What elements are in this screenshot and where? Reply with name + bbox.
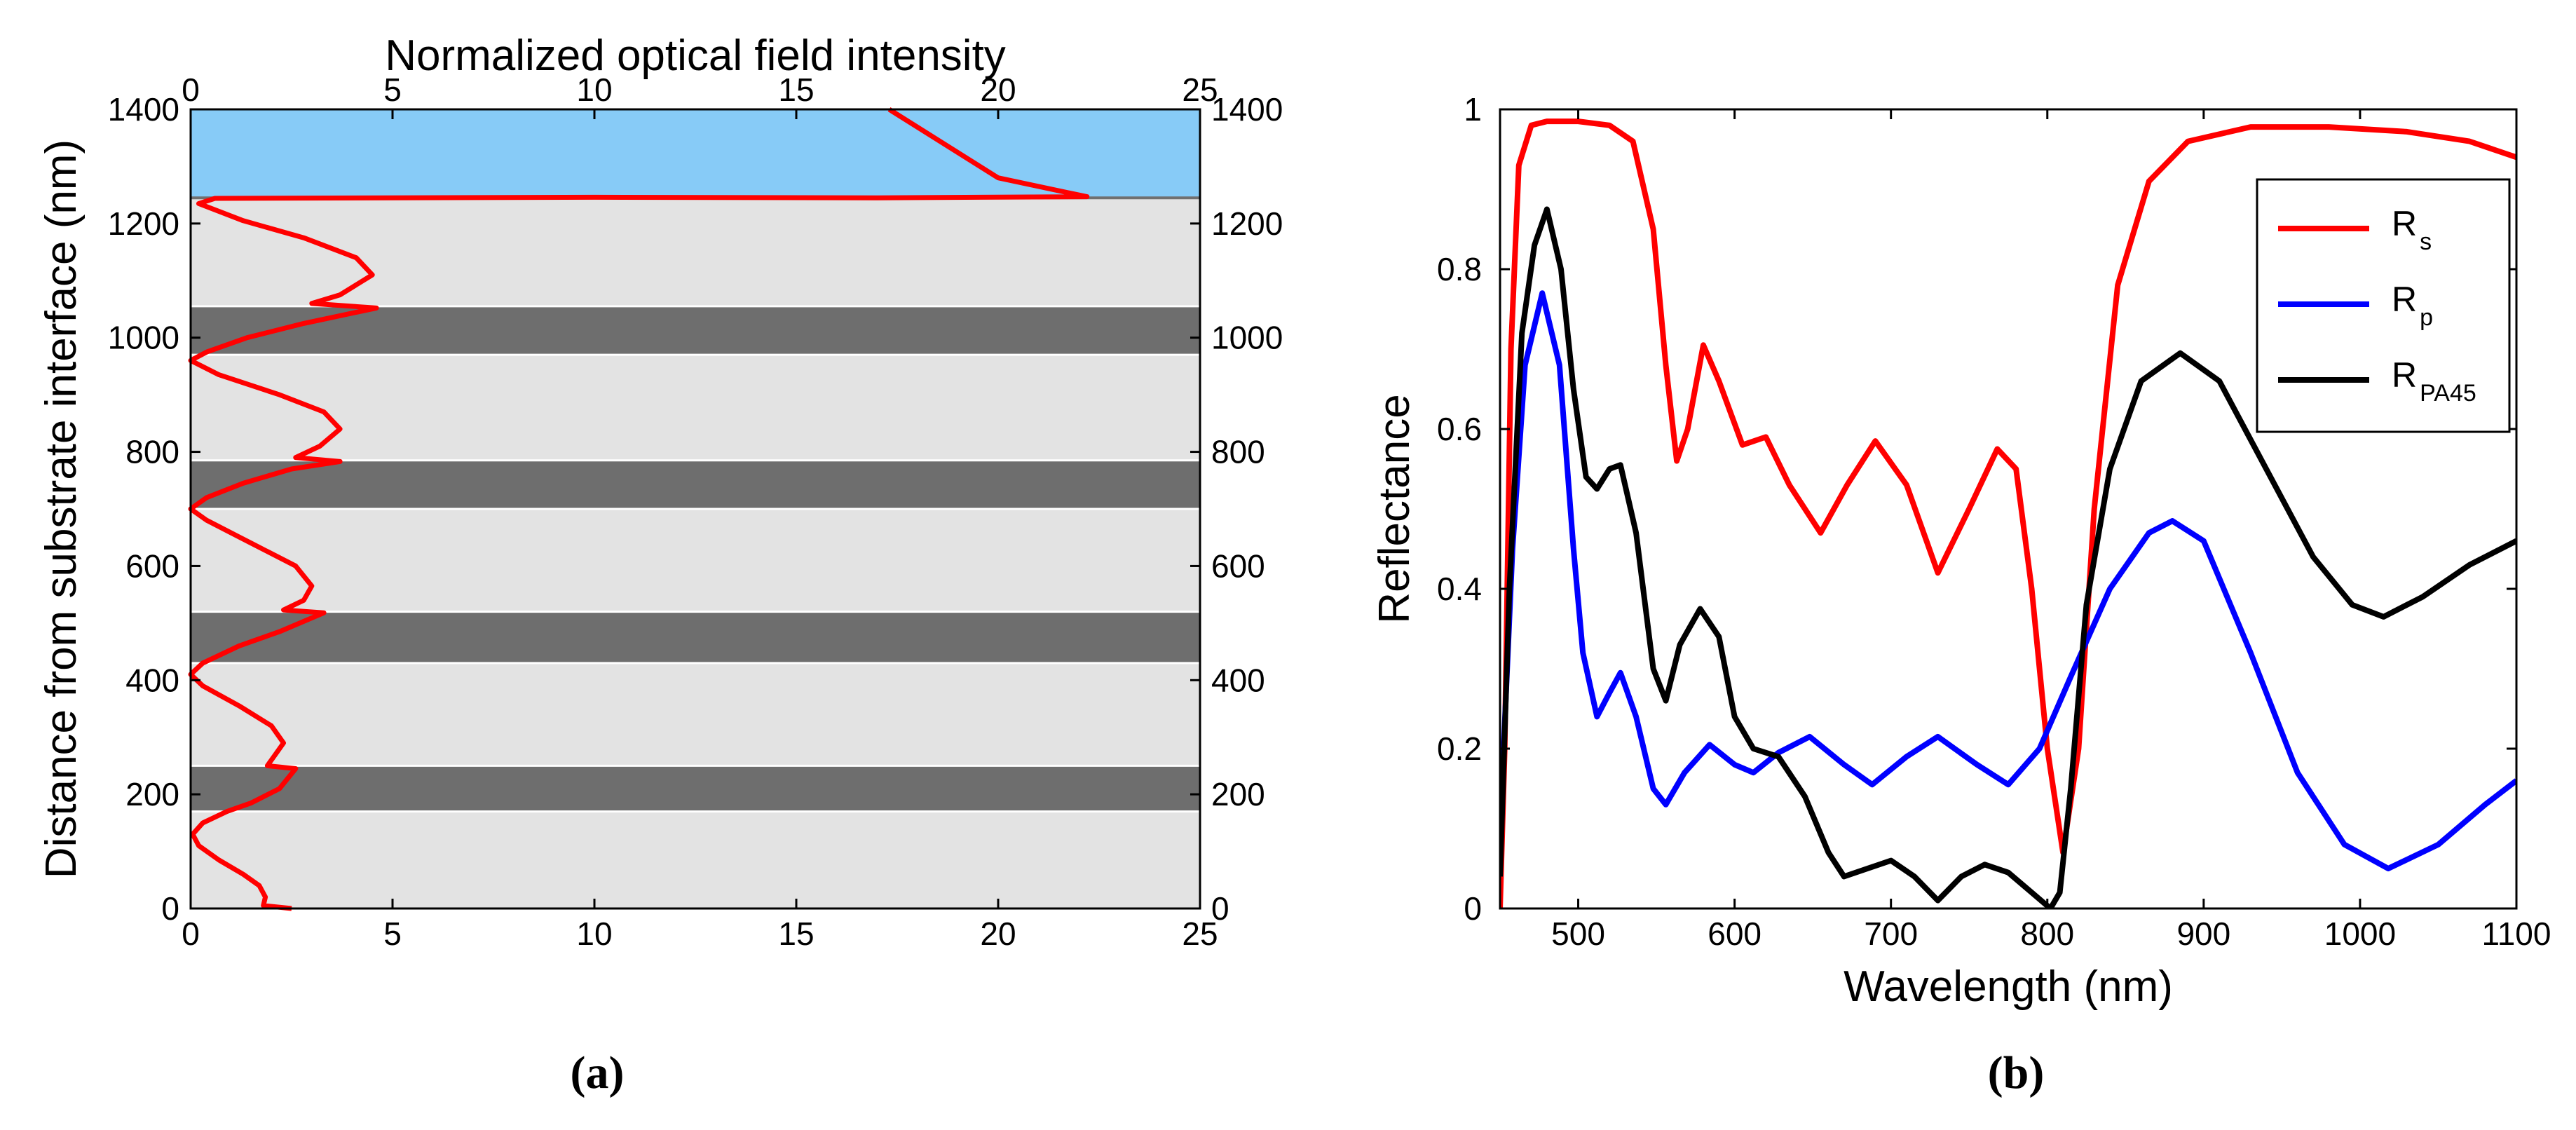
plot-area-a	[188, 107, 1090, 911]
y-tick-label-left: 400	[125, 662, 179, 698]
y-tick-label-right: 800	[1211, 434, 1265, 470]
axis-ticks-b: 500 600 700 800 900 1000 1100 0 0.2 0.4 0.6 0.8 1	[1437, 91, 2551, 952]
y-tick-label-b: 0.8	[1437, 251, 1482, 287]
y-tick-label-b: 0.4	[1437, 571, 1482, 607]
y-tick-label-right: 200	[1211, 776, 1265, 812]
y-tick-label-b: 1	[1464, 91, 1482, 128]
layer-high-1	[191, 765, 1200, 812]
layer-low-8	[191, 198, 1200, 306]
x-tick-label-bottom: 15	[778, 915, 814, 952]
y-tick-label-left: 0	[161, 890, 179, 927]
layer-high-3	[191, 611, 1200, 663]
x-tick-label-bottom: 5	[383, 915, 402, 952]
x-tick-label-top: 0	[182, 72, 200, 108]
y-tick-label-left: 1000	[108, 320, 179, 356]
y-tick-label-right: 1000	[1211, 320, 1283, 356]
x-tick-label-top: 15	[778, 72, 814, 108]
y-tick-label-b: 0	[1464, 890, 1482, 927]
y-axis-title-b: Reflectance	[1370, 394, 1419, 623]
x-axis-title-b: Wavelength (nm)	[1844, 962, 2173, 1011]
layer-high-7	[191, 306, 1200, 355]
x-tick-label-bottom: 0	[182, 915, 200, 952]
y-axis-title-a: Distance from substrate interface (nm)	[37, 139, 86, 878]
panel-label-a: (a)	[571, 1047, 625, 1098]
series-line-field-intensity	[188, 107, 1090, 911]
layer-low-4	[191, 509, 1200, 612]
layer-low-6	[191, 355, 1200, 461]
x-tick-label-b: 700	[1864, 915, 1918, 952]
x-tick-label-top: 20	[980, 72, 1016, 108]
layer-low-2	[191, 662, 1200, 766]
x-tick-label-b: 600	[1708, 915, 1761, 952]
x-tick-label-top: 25	[1182, 72, 1218, 108]
layer-low-0	[191, 811, 1200, 908]
y-tick-label-b: 0.2	[1437, 730, 1482, 767]
y-tick-label-left: 800	[125, 434, 179, 470]
x-tick-label-bottom: 25	[1182, 915, 1218, 952]
x-tick-label-bottom: 20	[980, 915, 1016, 952]
y-tick-label-right: 400	[1211, 662, 1265, 698]
x-tick-label-b: 500	[1551, 915, 1605, 952]
y-tick-label-left: 1400	[108, 91, 179, 128]
x-axis-title-top: Normalized optical field intensity	[385, 32, 1006, 80]
x-tick-label-b: 900	[2176, 915, 2230, 952]
plot-frame-b	[1499, 108, 2518, 910]
x-tick-label-b: 800	[2020, 915, 2074, 952]
y-tick-label-right: 600	[1211, 547, 1265, 584]
layer-high-5	[191, 460, 1200, 509]
plot-frame-a	[189, 108, 1201, 910]
x-tick-label-b: 1000	[2324, 915, 2396, 952]
legend-label-pa45: R PA45	[2392, 355, 2476, 407]
y-tick-label-right: 1200	[1211, 205, 1283, 242]
layer-stack	[191, 109, 1200, 908]
panel-label-b: (b)	[1988, 1047, 2045, 1098]
y-tick-label-left: 600	[125, 547, 179, 584]
y-tick-label-left: 200	[125, 776, 179, 812]
x-tick-label-b: 1100	[2482, 915, 2551, 952]
x-tick-label-bottom: 10	[576, 915, 612, 952]
x-tick-label-top: 5	[383, 72, 402, 108]
y-tick-label-right: 1400	[1211, 91, 1283, 128]
x-tick-label-top: 10	[576, 72, 612, 108]
series-line-rpa45	[1500, 206, 2516, 908]
series-line-rp	[1500, 290, 2516, 871]
series-line-rs	[1500, 118, 2516, 908]
y-tick-label-left: 1200	[108, 205, 179, 242]
layer-cover-9	[191, 109, 1200, 198]
y-tick-label-b: 0.6	[1437, 411, 1482, 447]
y-tick-label-right: 0	[1211, 890, 1229, 927]
